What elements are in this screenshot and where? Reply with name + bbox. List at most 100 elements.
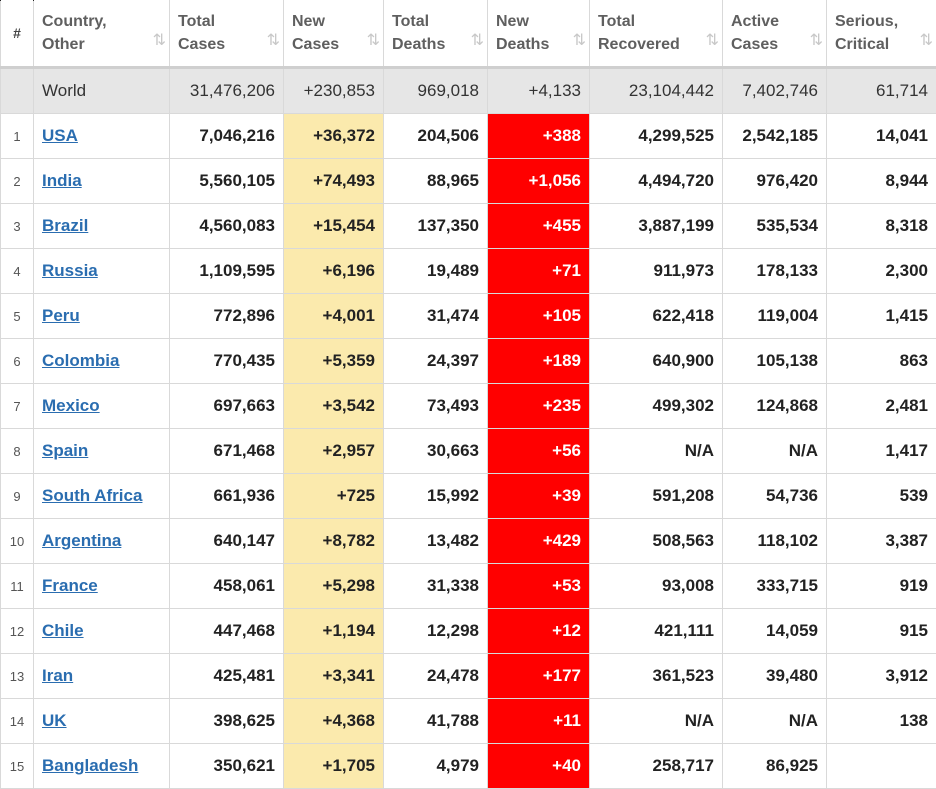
new-deaths-cell: +177 — [488, 654, 590, 699]
active-cases-cell: N/A — [723, 429, 827, 474]
country-cell: Chile — [34, 609, 170, 654]
serious-critical-cell: 14,041 — [827, 114, 936, 159]
rank-cell: 12 — [1, 609, 34, 654]
country-link[interactable]: Mexico — [42, 396, 100, 415]
sort-icon[interactable]: ⇅ — [573, 29, 583, 52]
total-cases-cell: 671,468 — [170, 429, 284, 474]
total-cases-cell: 770,435 — [170, 339, 284, 384]
serious-critical-cell: 8,318 — [827, 204, 936, 249]
country-link[interactable]: India — [42, 171, 82, 190]
total-deaths-cell: 15,992 — [384, 474, 488, 519]
total-recovered-cell: 622,418 — [590, 294, 723, 339]
rank-cell: 3 — [1, 204, 34, 249]
table-header-row: # Country, Other⇅ Total Cases⇅ New Cases… — [1, 0, 936, 68]
country-link[interactable]: Brazil — [42, 216, 88, 235]
sort-active-icon[interactable]: ⇅ — [267, 29, 277, 52]
total-deaths-cell: 41,788 — [384, 699, 488, 744]
sort-icon[interactable]: ⇅ — [810, 29, 820, 52]
rank-cell: 4 — [1, 249, 34, 294]
total-cases-cell: 350,621 — [170, 744, 284, 789]
header-new-deaths[interactable]: New Deaths⇅ — [488, 0, 590, 68]
new-deaths-cell: +235 — [488, 384, 590, 429]
sort-icon[interactable]: ⇅ — [471, 29, 481, 52]
total-deaths-cell: 24,397 — [384, 339, 488, 384]
country-link[interactable]: Argentina — [42, 531, 121, 550]
active-cases-cell: 14,059 — [723, 609, 827, 654]
total-recovered-cell: 93,008 — [590, 564, 723, 609]
new-cases-cell: +725 — [284, 474, 384, 519]
header-new-cases-label: New Cases — [292, 10, 375, 56]
country-cell: France — [34, 564, 170, 609]
active-cases-cell: 333,715 — [723, 564, 827, 609]
header-active-cases[interactable]: Active Cases⇅ — [723, 0, 827, 68]
country-link[interactable]: UK — [42, 711, 67, 730]
sort-icon[interactable]: ⇅ — [153, 29, 163, 52]
new-cases-cell: +5,298 — [284, 564, 384, 609]
rank-cell: 5 — [1, 294, 34, 339]
country-cell: Colombia — [34, 339, 170, 384]
active-cases-cell: 976,420 — [723, 159, 827, 204]
world-total-cases-cell: 31,476,206 — [170, 68, 284, 114]
new-cases-cell: +15,454 — [284, 204, 384, 249]
total-recovered-cell: 499,302 — [590, 384, 723, 429]
country-cell: UK — [34, 699, 170, 744]
country-link[interactable]: Colombia — [42, 351, 119, 370]
country-link[interactable]: South Africa — [42, 486, 142, 505]
total-recovered-cell: N/A — [590, 429, 723, 474]
rank-cell: 1 — [1, 114, 34, 159]
header-new-cases[interactable]: New Cases⇅ — [284, 0, 384, 68]
header-serious-critical[interactable]: Serious, Critical⇅ — [827, 0, 936, 68]
sort-icon[interactable]: ⇅ — [920, 29, 930, 52]
serious-critical-cell: 863 — [827, 339, 936, 384]
total-cases-cell: 5,560,105 — [170, 159, 284, 204]
country-link[interactable]: USA — [42, 126, 78, 145]
header-country[interactable]: Country, Other⇅ — [34, 0, 170, 68]
rank-cell: 6 — [1, 339, 34, 384]
country-cell: Bangladesh — [34, 744, 170, 789]
header-country-label: Country, Other — [42, 10, 161, 56]
country-cell: Iran — [34, 654, 170, 699]
country-link[interactable]: Peru — [42, 306, 80, 325]
total-cases-cell: 398,625 — [170, 699, 284, 744]
total-deaths-cell: 13,482 — [384, 519, 488, 564]
new-deaths-cell: +189 — [488, 339, 590, 384]
new-cases-cell: +4,001 — [284, 294, 384, 339]
header-total-cases[interactable]: Total Cases⇅ — [170, 0, 284, 68]
new-cases-cell: +2,957 — [284, 429, 384, 474]
header-total-recovered[interactable]: Total Recovered⇅ — [590, 0, 723, 68]
rank-cell: 2 — [1, 159, 34, 204]
country-cell: Mexico — [34, 384, 170, 429]
total-cases-cell: 458,061 — [170, 564, 284, 609]
world-total-row: World 31,476,206 +230,853 969,018 +4,133… — [1, 68, 936, 114]
country-link[interactable]: Spain — [42, 441, 88, 460]
country-link[interactable]: Russia — [42, 261, 98, 280]
sort-icon[interactable]: ⇅ — [367, 29, 377, 52]
serious-critical-cell: 1,417 — [827, 429, 936, 474]
total-recovered-cell: 4,299,525 — [590, 114, 723, 159]
country-cell: Peru — [34, 294, 170, 339]
total-recovered-cell: 258,717 — [590, 744, 723, 789]
country-link[interactable]: Chile — [42, 621, 84, 640]
total-recovered-cell: 421,111 — [590, 609, 723, 654]
total-deaths-cell: 31,338 — [384, 564, 488, 609]
sort-icon[interactable]: ⇅ — [706, 29, 716, 52]
total-cases-cell: 640,147 — [170, 519, 284, 564]
country-link[interactable]: France — [42, 576, 98, 595]
total-cases-cell: 7,046,216 — [170, 114, 284, 159]
total-deaths-cell: 24,478 — [384, 654, 488, 699]
total-recovered-cell: 361,523 — [590, 654, 723, 699]
serious-critical-cell: 1,415 — [827, 294, 936, 339]
country-link[interactable]: Iran — [42, 666, 73, 685]
rank-cell: 14 — [1, 699, 34, 744]
header-total-deaths[interactable]: Total Deaths⇅ — [384, 0, 488, 68]
new-deaths-cell: +39 — [488, 474, 590, 519]
country-link[interactable]: Bangladesh — [42, 756, 138, 775]
serious-critical-cell: 3,912 — [827, 654, 936, 699]
